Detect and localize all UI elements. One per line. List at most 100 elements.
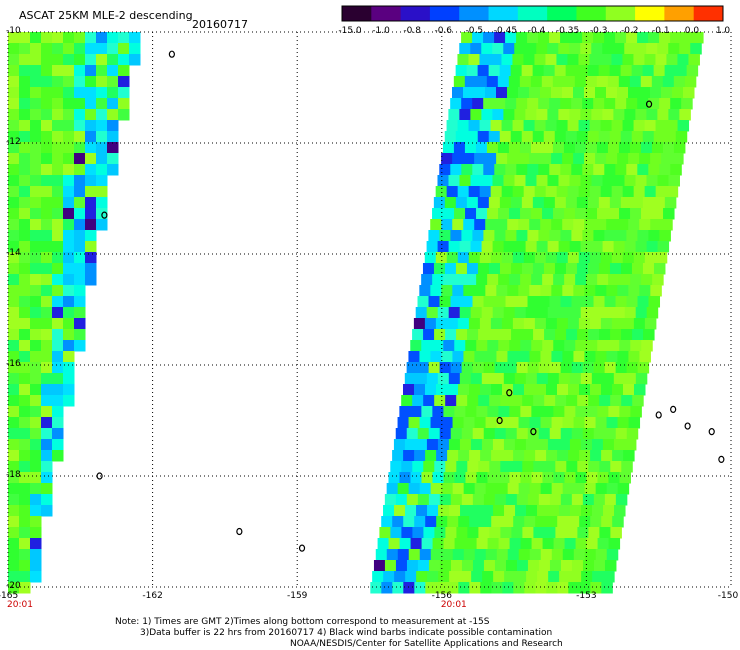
wind-cell xyxy=(30,65,42,77)
wind-cell xyxy=(630,340,642,352)
wind-cell xyxy=(497,76,510,88)
wind-cell xyxy=(683,87,695,99)
wind-cell xyxy=(52,263,64,275)
wind-cell xyxy=(635,175,647,187)
wind-cell xyxy=(19,318,31,330)
wind-cell xyxy=(8,406,20,418)
wind-cell xyxy=(397,417,410,429)
wind-cell xyxy=(611,252,624,264)
wind-cell xyxy=(19,65,31,77)
wind-cell xyxy=(393,439,406,451)
wind-cell xyxy=(596,142,609,154)
wind-cell xyxy=(549,362,562,374)
wind-cell xyxy=(646,175,658,187)
wind-cell xyxy=(8,307,20,319)
wind-cell xyxy=(446,120,459,132)
wind-cell xyxy=(479,384,492,396)
wind-cell xyxy=(635,307,648,319)
wind-cell xyxy=(538,428,551,440)
wind-cell xyxy=(511,329,523,341)
wind-cell xyxy=(514,175,526,187)
wind-cell xyxy=(520,406,532,418)
wind-cell xyxy=(448,307,461,319)
wind-cell xyxy=(562,285,574,297)
wind-cell xyxy=(542,208,554,220)
wind-cell xyxy=(560,32,572,44)
wind-cell xyxy=(30,571,42,583)
wind-cell xyxy=(562,87,574,99)
wind-cell xyxy=(582,164,594,176)
wind-cell xyxy=(494,230,506,242)
wind-cell xyxy=(8,351,20,363)
wind-cell xyxy=(52,450,64,462)
wind-cell xyxy=(447,582,459,594)
colorbar-label: -0.1 xyxy=(652,26,670,36)
wind-cell xyxy=(646,307,659,319)
wind-cell xyxy=(41,307,53,319)
wind-cell xyxy=(520,472,532,484)
wind-cell xyxy=(19,252,31,264)
wind-cell xyxy=(532,65,545,77)
wind-cell xyxy=(471,505,483,517)
wind-cell xyxy=(504,505,516,517)
wind-cell xyxy=(553,472,565,484)
wind-cell xyxy=(545,252,558,264)
wind-cell xyxy=(520,274,532,286)
wind-cell xyxy=(597,538,610,550)
wind-cell xyxy=(511,461,523,473)
wind-cell xyxy=(41,208,53,220)
wind-cell xyxy=(575,274,587,286)
wind-cell xyxy=(107,109,119,121)
wind-cell xyxy=(599,395,611,407)
wind-cell xyxy=(679,43,691,55)
wind-cell xyxy=(399,406,411,418)
wind-cell xyxy=(467,527,479,539)
wind-cell xyxy=(496,219,508,231)
wind-cell xyxy=(615,230,627,242)
wind-cell xyxy=(452,219,464,231)
wind-cell xyxy=(464,76,477,88)
wind-cell xyxy=(598,197,611,209)
wind-cell xyxy=(510,263,523,275)
wind-cell xyxy=(692,32,704,44)
wind-cell xyxy=(74,197,86,209)
wind-cell xyxy=(525,241,538,253)
wind-cell xyxy=(107,131,119,143)
wind-cell xyxy=(41,65,53,77)
wind-cell xyxy=(621,329,633,341)
wind-cell xyxy=(444,131,457,143)
wind-cell xyxy=(657,109,669,121)
wind-cell xyxy=(599,527,611,539)
wind-cell xyxy=(19,142,31,154)
wind-cell xyxy=(590,450,602,462)
wind-cell xyxy=(503,109,515,121)
wind-cell xyxy=(566,395,578,407)
wind-cell xyxy=(593,494,606,506)
wind-cell xyxy=(584,351,596,363)
wind-cell xyxy=(507,549,520,561)
wind-cell xyxy=(118,65,130,77)
wind-cell xyxy=(584,417,597,429)
wind-cell xyxy=(19,560,31,572)
wind-cell xyxy=(571,362,584,374)
wind-cell xyxy=(433,197,446,209)
wind-cell xyxy=(458,450,470,462)
wind-cell xyxy=(412,395,424,407)
wind-cell xyxy=(527,32,539,44)
wind-cell xyxy=(677,120,690,132)
wind-cell xyxy=(622,252,635,264)
wind-cell xyxy=(591,439,604,451)
wind-cell xyxy=(395,560,408,572)
wind-cell xyxy=(618,142,631,154)
wind-cell xyxy=(569,109,581,121)
island-outline xyxy=(684,422,691,430)
wind-cell xyxy=(573,351,585,363)
wind-cell xyxy=(483,230,495,242)
wind-cell xyxy=(439,494,452,506)
wind-cell xyxy=(553,538,566,550)
wind-cell xyxy=(52,219,64,231)
wind-cell xyxy=(542,472,554,484)
wind-cell xyxy=(19,307,31,319)
wind-cell xyxy=(435,186,448,198)
wind-cell xyxy=(529,549,542,561)
